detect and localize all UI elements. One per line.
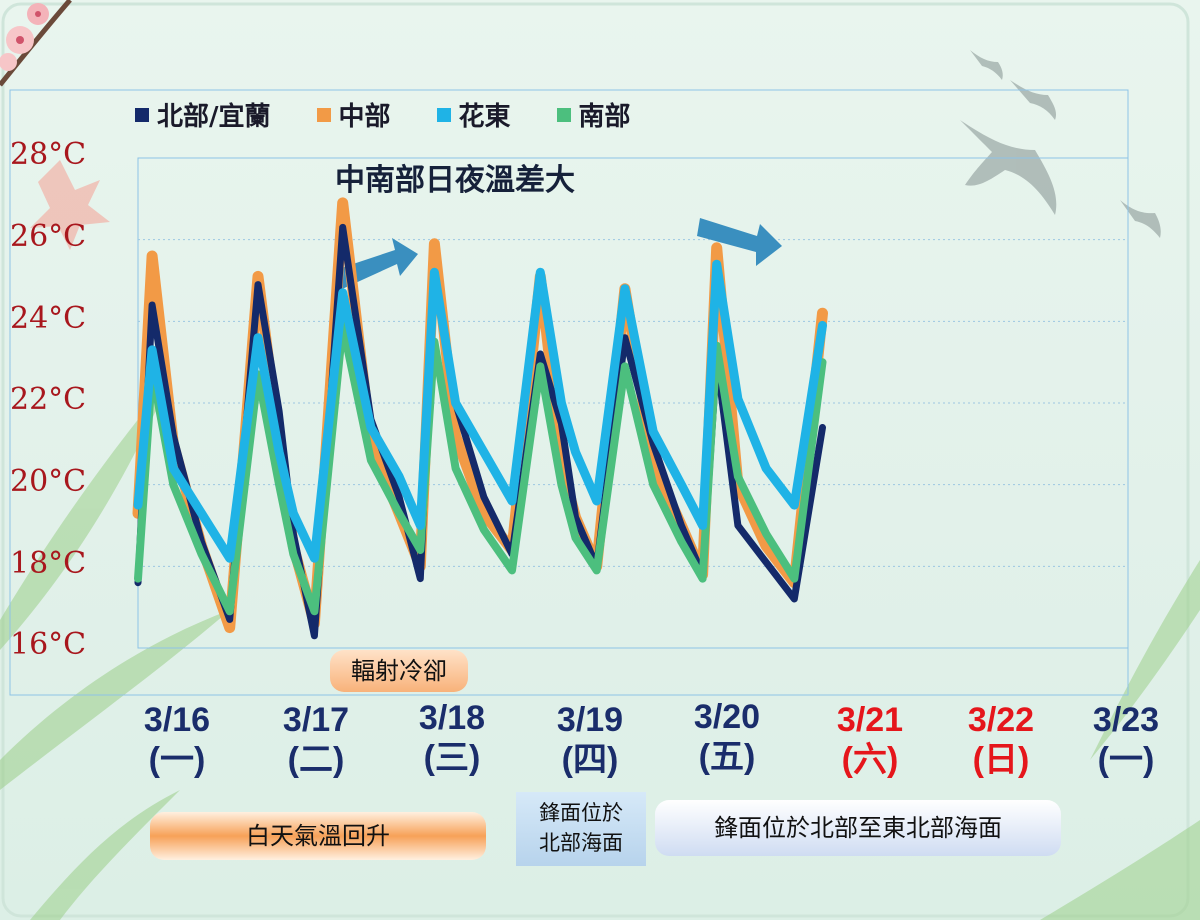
daytime-warming-note: 白天氣溫回升 [150, 812, 486, 860]
x-tick-date: 3/17 [282, 701, 350, 739]
legend-item: 北部/宜蘭 [135, 96, 271, 133]
series-line [134, 321, 827, 616]
x-tick-date: 3/22 [967, 701, 1035, 739]
blossom-branch-icon [0, 0, 72, 87]
legend-label: 中部 [338, 102, 391, 132]
front-northeast-sea-note: 鋒面位於北部至東北部海面 [655, 800, 1061, 856]
y-tick-label: 24°C [10, 301, 87, 336]
x-tick-weekday: (二) [287, 741, 345, 779]
x-tick-weekday: (五) [698, 738, 756, 776]
chart-legend: 北部/宜蘭 中部 花東 南部 [135, 96, 631, 133]
legend-swatch [436, 107, 451, 122]
x-tick-date: 3/23 [1092, 701, 1160, 739]
legend-swatch [135, 107, 149, 122]
legend-label: 北部/宜蘭 [157, 102, 271, 132]
front-note-line: 鋒面位於 [539, 801, 623, 825]
series-line [133, 259, 827, 563]
chart-headline: 中南部日夜溫差大 [335, 163, 575, 198]
y-tick-label: 22°C [10, 382, 87, 417]
y-tick-label: 16°C [10, 627, 87, 662]
x-tick-weekday: (六) [841, 741, 899, 779]
series-layer [132, 197, 828, 640]
maple-leaf-icon [30, 160, 110, 250]
legend-swatch [316, 107, 331, 122]
legend-item: 中部 [316, 96, 391, 133]
radiation-cooling-note: 輻射冷卻 [330, 650, 468, 692]
y-tick-label: 18°C [10, 546, 87, 581]
x-tick-day: 3/20 (五) [667, 697, 787, 777]
x-tick-date: 3/18 [418, 699, 486, 737]
x-tick-day: 3/23 (一) [1066, 700, 1186, 780]
legend-label: 南部 [578, 102, 631, 132]
bamboo-leaf-icon [0, 380, 1200, 920]
x-tick-date: 3/19 [556, 701, 624, 739]
arrow-icon [697, 218, 782, 266]
x-tick-weekday: (四) [561, 741, 619, 779]
legend-item: 南部 [556, 96, 631, 133]
legend-item: 花東 [436, 96, 511, 133]
legend-label: 花東 [458, 102, 511, 132]
x-tick-weekday: (日) [972, 741, 1030, 779]
front-northern-sea-note: 鋒面位於 北部海面 [516, 792, 646, 866]
x-tick-day: 3/22 (日) [941, 700, 1061, 780]
y-tick-label: 20°C [10, 464, 87, 499]
x-tick-date: 3/16 [143, 701, 211, 739]
x-tick-date: 3/21 [836, 701, 904, 739]
legend-swatch [556, 107, 571, 122]
y-tick-label: 28°C [10, 137, 87, 172]
y-tick-label: 26°C [10, 219, 87, 254]
x-tick-day: 3/19 (四) [530, 700, 650, 780]
x-tick-day: 3/17 (二) [256, 700, 376, 780]
x-tick-day: 3/16 (一) [117, 700, 237, 780]
x-tick-day: 3/21 (六) [810, 700, 930, 780]
x-tick-day: 3/18 (三) [392, 698, 512, 778]
x-tick-weekday: (一) [1097, 741, 1155, 779]
x-tick-weekday: (三) [423, 739, 481, 777]
x-tick-weekday: (一) [148, 741, 206, 779]
front-note-line: 北部海面 [539, 831, 623, 855]
x-tick-date: 3/20 [693, 698, 761, 736]
